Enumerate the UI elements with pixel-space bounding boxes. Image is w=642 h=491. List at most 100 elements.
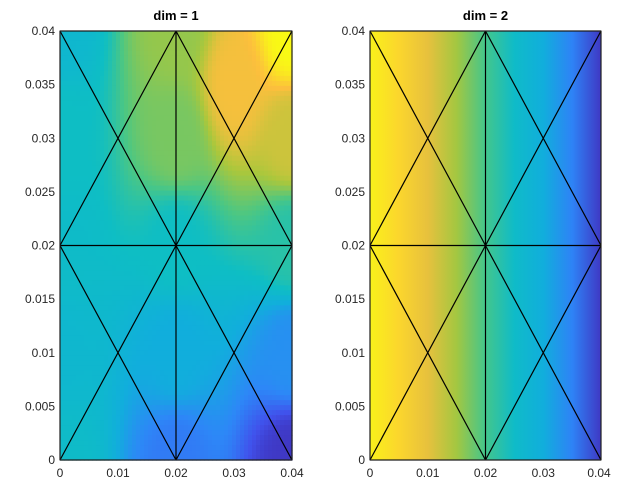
field-cell bbox=[168, 395, 173, 401]
field-cell bbox=[204, 410, 209, 416]
field-cell bbox=[140, 350, 145, 356]
field-cell bbox=[112, 180, 117, 187]
field-cell bbox=[156, 325, 161, 331]
field-cell bbox=[68, 155, 73, 162]
field-cell bbox=[180, 365, 185, 371]
field-cell bbox=[276, 215, 281, 222]
field-cell bbox=[288, 325, 293, 331]
field-cell bbox=[168, 31, 173, 37]
field-cell bbox=[196, 150, 201, 157]
field-cell bbox=[64, 220, 69, 227]
field-cell bbox=[64, 250, 69, 257]
field-cell bbox=[108, 115, 113, 122]
field-cell bbox=[136, 130, 141, 137]
field-cell bbox=[128, 230, 133, 237]
field-cell bbox=[172, 100, 177, 107]
field-cell bbox=[268, 375, 273, 381]
field-cell bbox=[260, 90, 265, 97]
field-cell bbox=[172, 335, 177, 341]
field-cell bbox=[152, 75, 157, 82]
field-cell bbox=[116, 410, 121, 416]
field-cell bbox=[164, 315, 169, 321]
field-cell bbox=[144, 175, 149, 182]
field-cell bbox=[188, 285, 193, 291]
field-cell bbox=[140, 55, 145, 62]
field-cell bbox=[200, 380, 205, 386]
field-cell bbox=[264, 65, 269, 72]
field-cell bbox=[144, 370, 149, 376]
field-cell bbox=[288, 420, 293, 426]
field-cell bbox=[204, 360, 209, 366]
field-cell bbox=[228, 410, 233, 416]
field-cell bbox=[176, 80, 181, 87]
field-cell bbox=[108, 135, 113, 142]
field-cell bbox=[212, 35, 217, 42]
field-cell bbox=[68, 100, 73, 107]
field-cell bbox=[244, 455, 249, 461]
field-cell bbox=[112, 235, 117, 242]
field-cell bbox=[108, 340, 113, 346]
field-cell bbox=[112, 70, 117, 77]
field-cell bbox=[204, 265, 209, 272]
field-cell bbox=[104, 250, 109, 257]
field-cell bbox=[72, 130, 77, 137]
field-cell bbox=[84, 40, 89, 47]
field-cell bbox=[108, 140, 113, 147]
field-cell bbox=[84, 445, 89, 451]
field-cell bbox=[76, 110, 81, 117]
field-cell bbox=[184, 290, 189, 296]
field-cell bbox=[72, 285, 77, 291]
field-cell bbox=[272, 340, 277, 346]
field-cell bbox=[216, 315, 221, 321]
field-cell bbox=[140, 265, 145, 272]
field-cell bbox=[196, 310, 201, 316]
field-cell bbox=[84, 355, 89, 361]
field-cell bbox=[212, 95, 217, 102]
field-cell bbox=[156, 135, 161, 142]
field-cell bbox=[272, 75, 277, 82]
field-cell bbox=[200, 210, 205, 217]
field-cell bbox=[212, 31, 217, 37]
field-cell bbox=[68, 150, 73, 157]
field-cell bbox=[168, 335, 173, 341]
field-cell bbox=[64, 305, 69, 311]
field-cell bbox=[160, 400, 165, 406]
field-cell bbox=[112, 165, 117, 172]
field-cell bbox=[76, 390, 81, 396]
field-cell bbox=[176, 75, 181, 82]
field-cell bbox=[204, 275, 209, 282]
field-cell bbox=[148, 185, 153, 192]
field-cell bbox=[132, 60, 137, 67]
field-cell bbox=[284, 100, 289, 107]
field-cell bbox=[152, 260, 157, 267]
field-cell bbox=[248, 45, 253, 52]
field-cell bbox=[88, 130, 93, 137]
field-cell bbox=[80, 275, 85, 282]
field-cell bbox=[108, 330, 113, 336]
field-cell bbox=[288, 50, 293, 57]
field-cell bbox=[196, 330, 201, 336]
field-cell bbox=[240, 450, 245, 456]
field-cell bbox=[252, 130, 257, 137]
field-cell bbox=[252, 65, 257, 72]
field-cell bbox=[64, 115, 69, 122]
field-cell bbox=[128, 405, 133, 411]
field-cell bbox=[152, 280, 157, 287]
field-cell bbox=[232, 440, 237, 446]
field-cell bbox=[264, 405, 269, 411]
field-cell bbox=[240, 110, 245, 117]
field-cell bbox=[240, 185, 245, 192]
field-cell bbox=[88, 405, 93, 411]
field-cell bbox=[276, 395, 281, 401]
field-cell bbox=[120, 190, 125, 197]
field-cell bbox=[264, 70, 269, 77]
field-cell bbox=[268, 60, 273, 67]
field-cell bbox=[144, 225, 149, 232]
field-cell bbox=[276, 90, 281, 97]
field-cell bbox=[108, 290, 113, 296]
field-cell bbox=[256, 330, 261, 336]
field-cell bbox=[116, 145, 121, 152]
field-cell bbox=[236, 90, 241, 97]
field-cell bbox=[128, 335, 133, 341]
field-cell bbox=[76, 285, 81, 291]
